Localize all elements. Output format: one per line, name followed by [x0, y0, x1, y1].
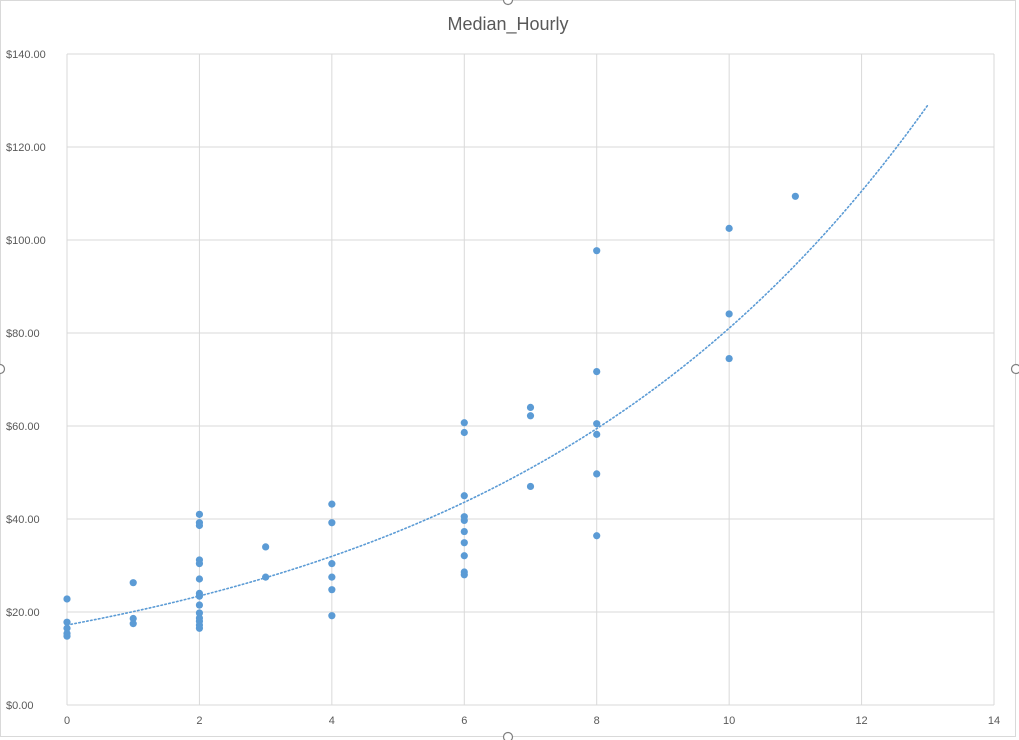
x-tick-label: 10 [723, 715, 735, 727]
data-point [593, 367, 601, 376]
data-point [328, 519, 336, 527]
data-point [195, 624, 204, 632]
data-point [460, 571, 468, 579]
data-point [328, 573, 336, 581]
exponential-trendline [66, 104, 929, 626]
data-point [129, 614, 137, 623]
y-tick-label: $120.00 [6, 142, 46, 154]
data-point [328, 586, 336, 594]
data-point [460, 539, 468, 547]
data-point [63, 632, 71, 640]
data-point [328, 500, 336, 508]
data-point [129, 620, 137, 628]
data-point [328, 612, 336, 620]
data-points [63, 192, 799, 640]
y-axis-tick-labels: $0.00 $20.00 $40.00 $60.00 $80.00 $100.00 $120… [6, 49, 46, 712]
resize-handle[interactable] [502, 0, 514, 6]
data-point [195, 592, 204, 600]
data-point [460, 492, 468, 500]
data-point [526, 403, 535, 411]
y-tick-label: $20.00 [6, 607, 40, 619]
data-point [526, 412, 535, 420]
data-point [63, 595, 71, 603]
data-point [195, 575, 204, 583]
data-point [593, 470, 601, 478]
data-point [791, 192, 799, 200]
data-point [460, 516, 468, 524]
data-point [593, 247, 601, 255]
data-point [460, 527, 468, 536]
y-tick-label: $40.00 [6, 514, 40, 526]
data-point [195, 521, 204, 530]
data-point [526, 482, 535, 491]
chart-title: Median_Hourly [447, 14, 568, 35]
y-tick-label: $80.00 [6, 328, 40, 340]
x-tick-label: 14 [988, 715, 1000, 727]
data-point [63, 624, 71, 632]
x-tick-label: 6 [461, 715, 467, 727]
y-tick-label: $140.00 [6, 49, 46, 61]
data-point [460, 419, 468, 427]
data-point [725, 354, 733, 363]
resize-handle[interactable] [0, 363, 6, 375]
y-tick-label: $100.00 [6, 235, 46, 247]
data-point [129, 579, 137, 587]
data-point [725, 310, 733, 318]
data-point [593, 532, 601, 540]
x-tick-label: 2 [196, 715, 202, 727]
resize-handle[interactable] [502, 731, 514, 740]
data-point [460, 552, 468, 560]
x-tick-label: 4 [329, 715, 335, 727]
data-point [262, 543, 270, 551]
y-tick-label: $60.00 [6, 421, 40, 433]
data-point [593, 430, 601, 438]
x-tick-label: 8 [594, 715, 600, 727]
data-point [262, 573, 270, 581]
data-point [725, 224, 733, 232]
trendline-layer [66, 104, 929, 626]
data-point [63, 618, 71, 626]
x-tick-label: 0 [64, 715, 70, 727]
data-point [195, 609, 204, 617]
data-point [460, 428, 468, 437]
x-axis-tick-labels: 0 2 4 6 8 10 12 14 [64, 715, 1000, 727]
data-point [195, 560, 204, 568]
y-tick-label: $0.00 [6, 700, 34, 712]
data-point [195, 510, 204, 518]
resize-handle[interactable] [1010, 363, 1019, 375]
data-point [195, 601, 204, 609]
x-tick-label: 12 [855, 715, 867, 727]
data-point [328, 560, 336, 568]
gridlines [66, 53, 995, 706]
data-point [593, 420, 601, 428]
